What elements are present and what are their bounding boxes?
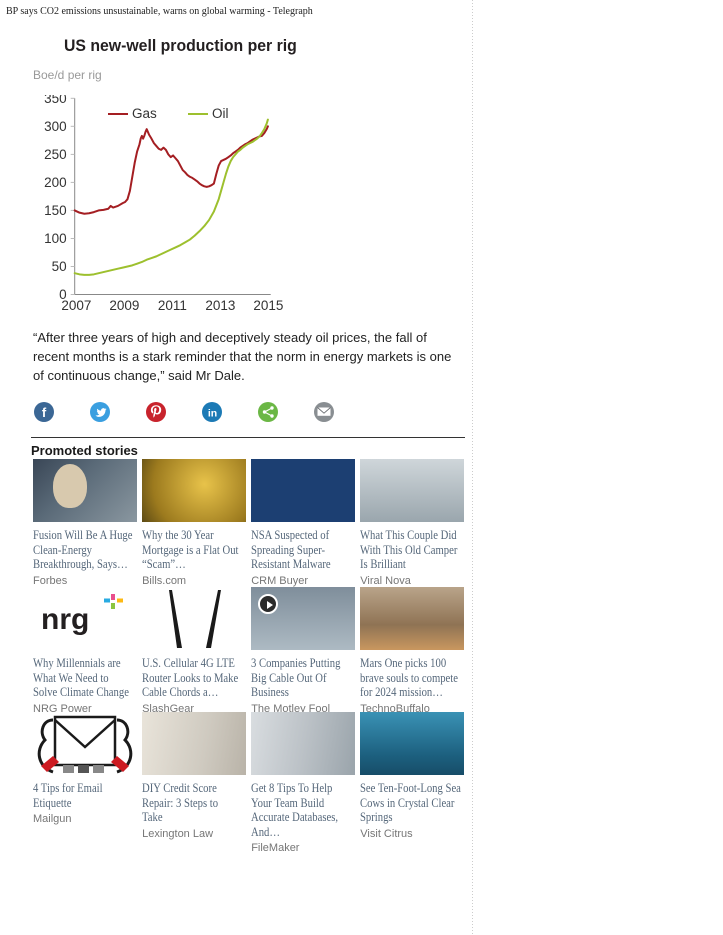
svg-text:300: 300 [44, 119, 67, 134]
svg-text:2009: 2009 [109, 298, 139, 313]
svg-text:Gas: Gas [132, 106, 157, 121]
svg-text:Oil: Oil [212, 106, 229, 121]
svg-text:100: 100 [44, 231, 67, 246]
svg-text:in: in [208, 408, 217, 420]
svg-text:2013: 2013 [205, 298, 235, 313]
svg-text:50: 50 [52, 259, 67, 274]
svg-text:350: 350 [44, 95, 67, 106]
svg-text:2007: 2007 [61, 298, 91, 313]
svg-text:2011: 2011 [158, 298, 187, 313]
svg-text:f: f [42, 405, 47, 420]
svg-text:nrg: nrg [41, 603, 89, 636]
svg-text:150: 150 [44, 203, 67, 218]
svg-text:2015: 2015 [253, 298, 283, 313]
svg-text:250: 250 [44, 147, 67, 162]
svg-text:200: 200 [44, 175, 67, 190]
